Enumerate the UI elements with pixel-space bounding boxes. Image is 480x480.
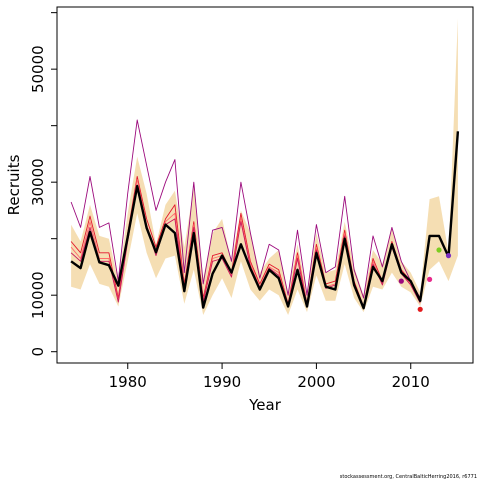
y-tick-label-30000: 30000 (29, 158, 47, 206)
retro-points-layer (398, 247, 452, 312)
x-tick-label-1980: 1980 (109, 373, 147, 391)
y-axis-title: Recruits (5, 154, 23, 215)
confidence-band (71, 18, 458, 316)
retro-point-0 (398, 278, 404, 284)
footer-credit: stockassessment.org, CentralBalticHerrin… (340, 474, 477, 480)
x-tick-label-2010: 2010 (392, 373, 430, 391)
x-axis: 1980 1990 2000 2010 (109, 363, 430, 391)
x-axis-title: Year (248, 396, 282, 414)
series-line-estimate (70, 131, 460, 310)
retro-point-3 (436, 247, 442, 253)
x-tick-label-2000: 2000 (297, 373, 335, 391)
retro-point-1 (417, 306, 423, 312)
confidence-band-layer (71, 18, 458, 316)
x-tick-label-1990: 1990 (203, 373, 241, 391)
y-tick-label-50000: 50000 (29, 45, 47, 93)
y-tick-label-0: 0 (29, 347, 47, 357)
y-tick-label-10000: 10000 (29, 271, 47, 319)
plot-frame (56, 6, 474, 364)
retro-point-2 (427, 276, 433, 282)
retro-point-4 (445, 253, 452, 259)
series-line-retro-1 (70, 119, 421, 299)
series-layer (70, 119, 460, 310)
y-axis: 0 10000 30000 50000 (29, 12, 57, 357)
